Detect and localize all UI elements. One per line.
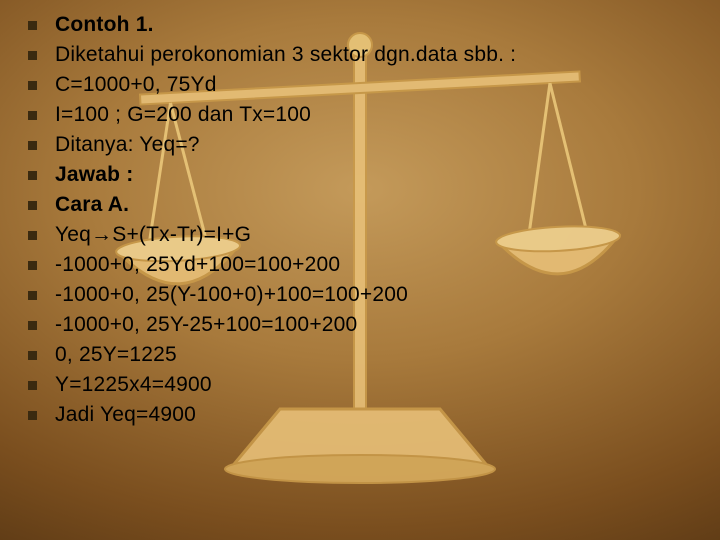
- square-bullet-icon: [28, 171, 37, 180]
- list-item-text: Ditanya: Yeq=?: [55, 134, 200, 155]
- list-item: Jawab :: [28, 164, 700, 185]
- square-bullet-icon: [28, 381, 37, 390]
- square-bullet-icon: [28, 321, 37, 330]
- list-item-text: Jawab :: [55, 164, 133, 185]
- list-item-text: C=1000+0, 75Yd: [55, 74, 217, 95]
- list-item: Y=1225x4=4900: [28, 374, 700, 395]
- square-bullet-icon: [28, 411, 37, 420]
- list-item: Yeq→S+(Tx-Tr)=I+G: [28, 224, 700, 245]
- list-item-text: 0, 25Y=1225: [55, 344, 177, 365]
- list-item-text: Y=1225x4=4900: [55, 374, 212, 395]
- square-bullet-icon: [28, 141, 37, 150]
- slide: Contoh 1. Diketahui perokonomian 3 sekto…: [0, 0, 720, 540]
- list-item-text: Diketahui perokonomian 3 sektor dgn.data…: [55, 44, 516, 65]
- list-item-text: -1000+0, 25Y-25+100=100+200: [55, 314, 357, 335]
- square-bullet-icon: [28, 201, 37, 210]
- list-item-text: -1000+0, 25(Y-100+0)+100=100+200: [55, 284, 408, 305]
- list-item-text: -1000+0, 25Yd+100=100+200: [55, 254, 340, 275]
- square-bullet-icon: [28, 291, 37, 300]
- square-bullet-icon: [28, 261, 37, 270]
- list-item: -1000+0, 25Yd+100=100+200: [28, 254, 700, 275]
- square-bullet-icon: [28, 81, 37, 90]
- list-item-text: Cara A.: [55, 194, 129, 215]
- list-item-text: Contoh 1.: [55, 14, 154, 35]
- list-item: Cara A.: [28, 194, 700, 215]
- square-bullet-icon: [28, 21, 37, 30]
- list-item: -1000+0, 25Y-25+100=100+200: [28, 314, 700, 335]
- list-item: Diketahui perokonomian 3 sektor dgn.data…: [28, 44, 700, 65]
- list-item: C=1000+0, 75Yd: [28, 74, 700, 95]
- list-item: -1000+0, 25(Y-100+0)+100=100+200: [28, 284, 700, 305]
- list-item: I=100 ; G=200 dan Tx=100: [28, 104, 700, 125]
- list-item-text: I=100 ; G=200 dan Tx=100: [55, 104, 311, 125]
- square-bullet-icon: [28, 111, 37, 120]
- list-item-text: Yeq→S+(Tx-Tr)=I+G: [55, 224, 251, 245]
- list-item-text: Jadi Yeq=4900: [55, 404, 196, 425]
- list-item: Contoh 1.: [28, 14, 700, 35]
- list-item: 0, 25Y=1225: [28, 344, 700, 365]
- square-bullet-icon: [28, 51, 37, 60]
- list-item: Jadi Yeq=4900: [28, 404, 700, 425]
- list-item: Ditanya: Yeq=?: [28, 134, 700, 155]
- bullet-list: Contoh 1. Diketahui perokonomian 3 sekto…: [28, 14, 700, 434]
- square-bullet-icon: [28, 351, 37, 360]
- square-bullet-icon: [28, 231, 37, 240]
